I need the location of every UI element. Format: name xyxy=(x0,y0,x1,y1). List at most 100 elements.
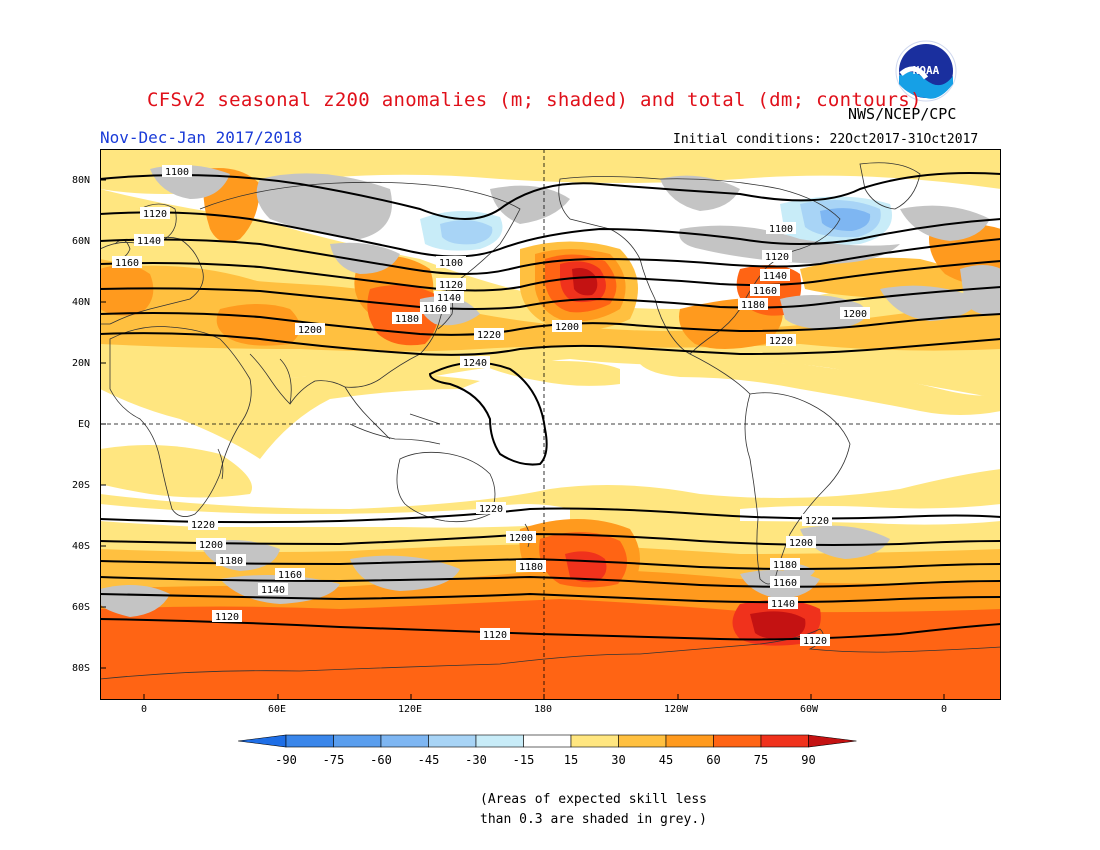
svg-text:1160: 1160 xyxy=(773,578,797,589)
lon-label: 120W xyxy=(664,704,689,715)
contour-label: 1160 xyxy=(770,576,800,589)
low-skill-grey-areas xyxy=(100,165,1001,617)
colorbar-swatch xyxy=(333,734,382,748)
lat-label: 60S xyxy=(72,602,91,613)
contour-label: 1160 xyxy=(275,568,305,581)
colorbar: -90 -75 -60 -45 -30 -15 15 30 45 60 75 90 xyxy=(238,734,857,767)
colorbar-label: -45 xyxy=(418,753,440,767)
colorbar-label: 45 xyxy=(659,753,673,767)
colorbar-label: -90 xyxy=(275,753,297,767)
svg-text:1180: 1180 xyxy=(519,562,543,573)
contour-label: 1160 xyxy=(112,256,142,269)
svg-text:1120: 1120 xyxy=(483,630,507,641)
colorbar-label: -30 xyxy=(465,753,487,767)
initial-conditions-label: Initial conditions: 22Oct2017-31Oct2017 xyxy=(673,132,979,147)
negative-anomaly-shading xyxy=(420,196,892,251)
colorbar-swatch xyxy=(713,734,762,748)
contour-label: 1180 xyxy=(392,312,422,325)
lat-label: 80N xyxy=(72,175,91,186)
svg-text:1140: 1140 xyxy=(437,293,461,304)
colorbar-label: 75 xyxy=(754,753,768,767)
contour-label: 1140 xyxy=(760,269,790,282)
contour-label: 1200 xyxy=(506,531,536,544)
height-contours xyxy=(100,172,1001,641)
lon-label: 60E xyxy=(268,704,287,715)
contour-label: 1120 xyxy=(140,207,170,220)
svg-text:1200: 1200 xyxy=(555,322,579,333)
colorbar-swatch xyxy=(475,734,524,748)
colorbar-swatch xyxy=(618,734,667,748)
svg-text:1120: 1120 xyxy=(765,252,789,263)
svg-text:1160: 1160 xyxy=(423,304,447,315)
contour-label: 1140 xyxy=(434,291,464,304)
contour-label: 1140 xyxy=(258,583,288,596)
colorbar-label: 15 xyxy=(564,753,578,767)
anomaly-map: 1100 1120 1140 1160 1200 1100 1120 1140 … xyxy=(100,149,1001,700)
anomaly-shading xyxy=(100,149,1001,700)
contour-label: 1220 xyxy=(476,502,506,515)
contour-label: 1100 xyxy=(436,256,466,269)
svg-text:1140: 1140 xyxy=(137,236,161,247)
contour-label: 1180 xyxy=(770,558,800,571)
contour-label: 1220 xyxy=(766,334,796,347)
lat-label: 20N xyxy=(72,358,91,369)
svg-text:1200: 1200 xyxy=(843,309,867,320)
colorbar-swatch xyxy=(570,734,619,748)
colorbar-label: 30 xyxy=(611,753,625,767)
contour-label: 1100 xyxy=(162,165,192,178)
svg-text:1120: 1120 xyxy=(803,636,827,647)
colorbar-swatch xyxy=(428,734,477,748)
svg-text:1100: 1100 xyxy=(165,167,189,178)
colorbar-label: -60 xyxy=(370,753,392,767)
svg-text:1120: 1120 xyxy=(143,209,167,220)
svg-text:1180: 1180 xyxy=(741,300,765,311)
contour-label: 1120 xyxy=(212,610,242,623)
colorbar-label: 90 xyxy=(801,753,815,767)
svg-text:1140: 1140 xyxy=(261,585,285,596)
colorbar-swatch xyxy=(760,734,809,748)
contour-label: 1180 xyxy=(216,554,246,567)
svg-text:1100: 1100 xyxy=(769,224,793,235)
lon-label: 120E xyxy=(398,704,423,715)
svg-text:1200: 1200 xyxy=(298,325,322,336)
svg-text:1220: 1220 xyxy=(479,504,503,515)
contour-label: 1160 xyxy=(420,302,450,315)
contour-label: 1100 xyxy=(766,222,796,235)
svg-text:1220: 1220 xyxy=(191,520,215,531)
skill-note-line-1: (Areas of expected skill less xyxy=(480,792,707,807)
colorbar-label: 60 xyxy=(706,753,720,767)
svg-text:1160: 1160 xyxy=(753,286,777,297)
contour-label: 1180 xyxy=(738,298,768,311)
svg-text:1180: 1180 xyxy=(395,314,419,325)
svg-text:1240: 1240 xyxy=(463,358,487,369)
lat-label: 20S xyxy=(72,480,91,491)
colorbar-label: -75 xyxy=(323,753,345,767)
colorbar-swatch xyxy=(665,734,714,748)
contour-label: 1200 xyxy=(552,320,582,333)
contour-label: 1140 xyxy=(134,234,164,247)
svg-text:1200: 1200 xyxy=(789,538,813,549)
coastlines xyxy=(100,162,1001,680)
contour-label: 1120 xyxy=(762,250,792,263)
colorbar-swatch xyxy=(285,734,334,748)
contour-label: 1220 xyxy=(474,328,504,341)
map-title: CFSv2 seasonal z200 anomalies (m; shaded… xyxy=(147,89,922,111)
lon-label: 0 xyxy=(941,704,948,715)
lat-label: EQ xyxy=(78,419,91,430)
svg-text:1140: 1140 xyxy=(763,271,787,282)
contour-label: 1160 xyxy=(750,284,780,297)
contour-label: 1220 xyxy=(188,518,218,531)
svg-text:1180: 1180 xyxy=(219,556,243,567)
contour-label: 1120 xyxy=(480,628,510,641)
contour-label: 1120 xyxy=(436,278,466,291)
lon-label: 0 xyxy=(141,704,148,715)
contour-labels: 1100 1120 1140 1160 1200 1100 1120 1140 … xyxy=(112,165,870,647)
season-label: Nov-Dec-Jan 2017/2018 xyxy=(100,128,303,147)
contour-label: 1220 xyxy=(802,514,832,527)
svg-text:1160: 1160 xyxy=(115,258,139,269)
contour-label: 1240 xyxy=(460,356,490,369)
lat-label: 60N xyxy=(72,236,91,247)
contour-label: 1200 xyxy=(295,323,325,336)
contour-label: 1200 xyxy=(840,307,870,320)
svg-text:1220: 1220 xyxy=(769,336,793,347)
